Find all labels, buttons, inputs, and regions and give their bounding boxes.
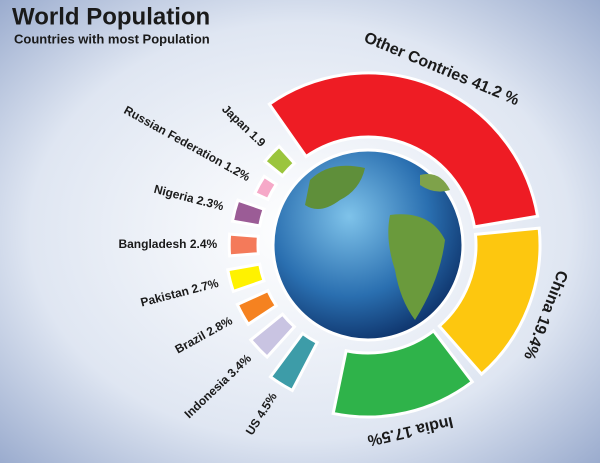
segment bbox=[267, 71, 540, 229]
chart-subtitle: Countries with most Population bbox=[14, 31, 210, 46]
data-label: Bangladesh 2.4% bbox=[118, 237, 217, 251]
value-label: 2.3% bbox=[195, 193, 225, 213]
value-label: 2.7% bbox=[190, 276, 220, 296]
value-label: 2.4% bbox=[190, 237, 218, 251]
bar bbox=[226, 262, 266, 294]
land bbox=[388, 214, 445, 320]
bar bbox=[252, 174, 279, 202]
bar bbox=[262, 144, 297, 178]
bar bbox=[248, 312, 297, 360]
bar bbox=[268, 331, 320, 393]
bar bbox=[227, 232, 260, 258]
chart-title: World Population bbox=[12, 3, 210, 30]
segment bbox=[331, 328, 475, 419]
land bbox=[420, 174, 450, 192]
globe bbox=[271, 148, 465, 342]
segment bbox=[437, 226, 542, 377]
category-label: Bangladesh bbox=[118, 237, 186, 251]
bar bbox=[230, 198, 266, 228]
land bbox=[305, 165, 365, 209]
bar bbox=[235, 288, 279, 327]
